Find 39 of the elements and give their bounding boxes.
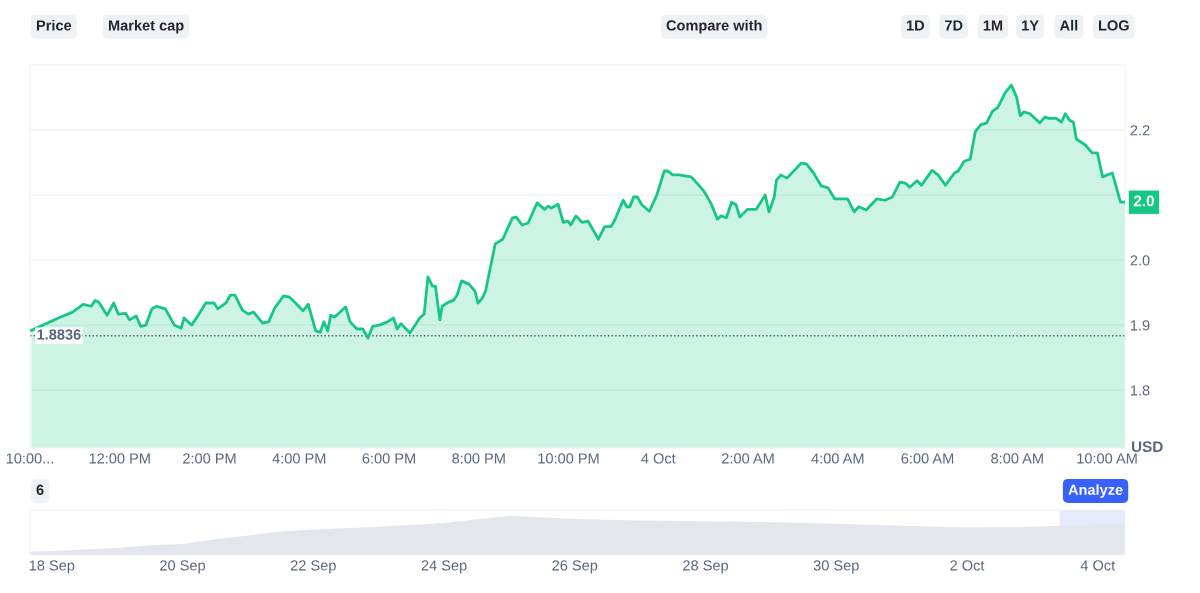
text: 6	[36, 484, 44, 495]
x-tick-label: 10:00 AM	[1077, 453, 1137, 464]
x-tick-label: 4:00 PM	[272, 453, 326, 464]
text: Analyze	[1068, 484, 1123, 498]
text: Market cap	[108, 19, 184, 34]
x-tick-label: 10:00...	[6, 453, 53, 464]
x-tick-label: 26 Sep	[552, 560, 598, 574]
y-axis-title: USD	[1131, 441, 1163, 453]
y-tick-label: 1.8	[1130, 385, 1150, 396]
text: 7D	[945, 20, 963, 31]
y-tick-label: 1.9	[1130, 320, 1150, 331]
y-tick-label: 2.0	[1130, 255, 1150, 266]
x-tick-label: 8:00 PM	[452, 453, 505, 464]
ref-line-label: 1.8836	[37, 329, 81, 340]
x-tick-label: 30 Sep	[813, 560, 859, 574]
text: All	[1059, 19, 1078, 31]
x-tick-label: 8:00 AM	[991, 453, 1043, 464]
text: Price	[36, 19, 72, 31]
x-tick-label: 6:00 PM	[362, 453, 415, 464]
x-tick-label: 24 Sep	[421, 560, 467, 574]
x-tick-label: 4:00 AM	[811, 453, 864, 464]
text: 1D	[906, 20, 925, 31]
x-tick-label: 2:00 PM	[183, 453, 236, 464]
x-tick-label: 2 Oct	[950, 560, 985, 571]
x-tick-label: 10:00 PM	[538, 453, 599, 464]
x-tick-label: 4 Oct	[641, 453, 676, 464]
text: LOG	[1098, 20, 1129, 31]
x-tick-label: 20 Sep	[160, 560, 206, 574]
x-tick-label: 12:00 PM	[89, 453, 150, 464]
y-tick-label: 2.2	[1130, 125, 1150, 136]
text: 1Y	[1022, 20, 1039, 31]
x-tick-label: 18 Sep	[29, 560, 75, 574]
x-tick-label: 6:00 AM	[901, 453, 954, 464]
x-tick-label: 4 Oct	[1080, 560, 1116, 571]
text: 1M	[983, 20, 1003, 31]
x-tick-label: 22 Sep	[290, 560, 336, 574]
x-tick-label: 28 Sep	[683, 560, 729, 574]
text: Compare with	[666, 19, 762, 34]
x-tick-label: 2:00 AM	[722, 453, 774, 464]
